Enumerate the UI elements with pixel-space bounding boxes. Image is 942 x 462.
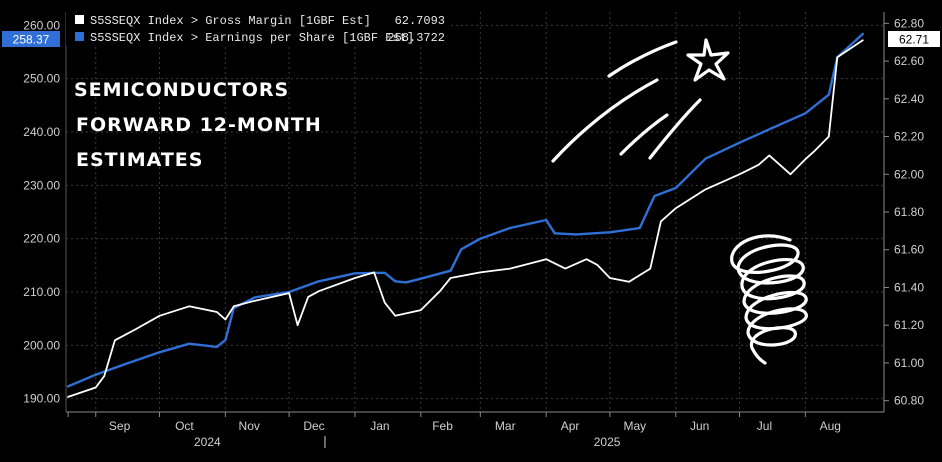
x-year-label: 2025 [594, 435, 621, 449]
x-month-label: Sep [109, 419, 131, 433]
y-right-tick-label: 60.80 [894, 394, 924, 408]
axis-layer: 190.00 200.00 210.00 220.00 230.00 240.00 250.… [23, 12, 924, 449]
margin-last-value-badge: 62.71 [888, 31, 940, 47]
x-year-label: 2024 [194, 435, 221, 449]
x-month-label: Apr [561, 419, 580, 433]
y-left-tick-label: 200.00 [23, 338, 60, 352]
legend-background [66, 8, 450, 46]
legend-swatch-gross-margin [75, 15, 84, 24]
legend-value-eps: 258.3722 [387, 31, 445, 45]
star-icon [686, 38, 730, 82]
series-layer [66, 32, 864, 398]
legend-swatch-eps [75, 32, 84, 41]
x-month-label: Jun [690, 419, 709, 433]
x-month-label: Jul [757, 419, 772, 433]
y-right-tick-label: 61.20 [894, 318, 924, 332]
star-trail-2 [551, 78, 659, 163]
legend: S5SSEQX Index > Gross Margin [1GBF Est] … [66, 8, 450, 46]
gross-margin-series-line [67, 39, 864, 398]
legend-label-gross-margin: S5SSEQX Index > Gross Margin [1GBF Est] [90, 14, 371, 28]
y-right-tick-label: 62.60 [894, 54, 924, 68]
annotation-line-3: ESTIMATES [76, 149, 203, 171]
y-right-tick-label: 61.00 [894, 356, 924, 370]
annotation-line-1: SEMICONDUCTORS [74, 79, 289, 101]
star-trail-1 [607, 40, 678, 78]
y-left-tick-label: 260.00 [23, 18, 60, 32]
y-right-tick-label: 61.60 [894, 243, 924, 257]
y-left-tick-label: 190.00 [23, 392, 60, 406]
x-month-label: Feb [432, 419, 453, 433]
shooting-star-doodle [551, 38, 730, 163]
grid-layer [66, 12, 884, 412]
y-right-tick-label: 62.00 [894, 167, 924, 181]
legend-label-eps: S5SSEQX Index > Earnings per Share [1GBF… [90, 31, 414, 45]
y-right-tick-label: 62.40 [894, 92, 924, 106]
margin-last-value-text: 62.71 [899, 33, 929, 47]
y-left-tick-label: 230.00 [23, 178, 60, 192]
y-left-tick-label: 240.00 [23, 125, 60, 139]
y-left-tick-label: 250.00 [23, 72, 60, 86]
y-left-tick-label: 210.00 [23, 285, 60, 299]
x-month-label: Jan [370, 419, 389, 433]
eps-series-line [66, 32, 864, 388]
x-month-label: Oct [175, 419, 194, 433]
eps-last-value-badge: 258.37 [2, 31, 60, 47]
star-trail-3 [619, 113, 669, 156]
annotation-line-2: FORWARD 12-MONTH [76, 114, 322, 136]
x-month-label: Aug [820, 419, 841, 433]
y-right-tick-label: 62.80 [894, 16, 924, 30]
eps-last-value-text: 258.37 [13, 33, 50, 47]
legend-value-gross-margin: 62.7093 [395, 14, 445, 28]
x-month-label: Dec [303, 419, 324, 433]
y-right-tick-label: 62.20 [894, 130, 924, 144]
y-right-tick-label: 61.80 [894, 205, 924, 219]
x-month-label: Nov [239, 419, 260, 433]
star-trail-4 [648, 98, 702, 160]
y-right-tick-label: 61.40 [894, 280, 924, 294]
coil-doodle [730, 234, 808, 365]
y-left-tick-label: 220.00 [23, 232, 60, 246]
x-month-label: Mar [495, 419, 516, 433]
x-month-label: May [624, 419, 647, 433]
handwritten-annotation: SEMICONDUCTORS FORWARD 12-MONTH ESTIMATE… [74, 79, 322, 171]
coil-path [730, 234, 808, 365]
